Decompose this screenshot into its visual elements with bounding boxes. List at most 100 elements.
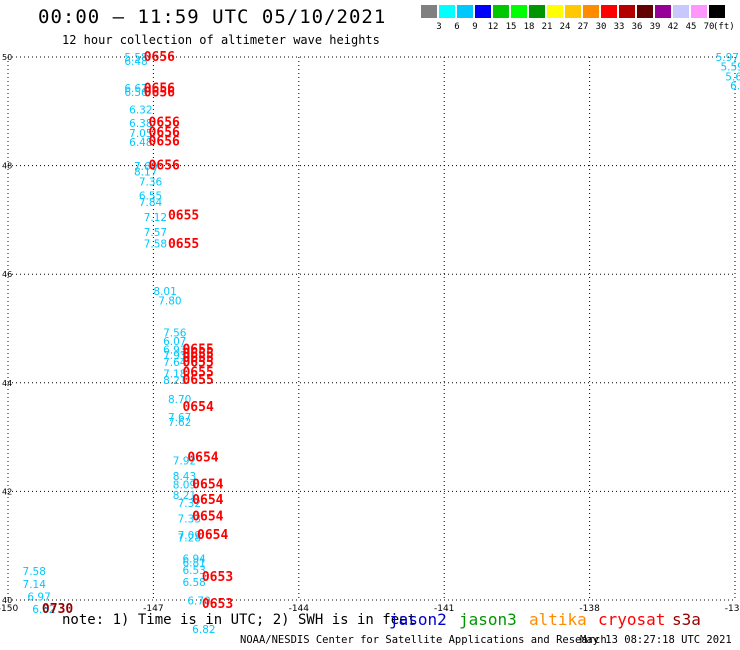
swh-label: 6.55 (139, 190, 162, 202)
chart-title: 00:00 – 11:59 UTC 05/10/2021 (38, 6, 387, 28)
swh-label: 6.07 (163, 336, 186, 348)
color-swatch (529, 5, 545, 18)
color-scale-label: 21 (541, 22, 553, 32)
time-label: 0656 (149, 135, 180, 150)
color-scale-label: 18 (523, 22, 535, 32)
y-tick-label: 42 (2, 487, 12, 496)
time-label: 0656 (144, 81, 175, 96)
swh-label: 7.58 (144, 239, 167, 251)
color-swatch (619, 5, 635, 18)
color-scale-label: 70 (703, 22, 715, 32)
color-swatch (673, 5, 689, 18)
color-scale-label: 27 (577, 22, 589, 32)
time-label: 0655 (182, 347, 213, 362)
color-swatch (583, 5, 599, 18)
swh-label: 6.32 (129, 104, 152, 116)
swh-label: 7.36 (139, 177, 163, 189)
swh-label: 6.94 (182, 554, 206, 566)
color-swatch (601, 5, 617, 18)
time-label: 0656 (149, 116, 180, 131)
time-label: 0730 (42, 602, 73, 617)
time-label: 0654 (192, 493, 223, 508)
swh-label: 6.67 (124, 83, 147, 95)
time-label: 0655 (182, 351, 213, 366)
swh-label: 7.56 (163, 328, 187, 340)
time-label: 0655 (168, 237, 199, 252)
time-label: 0653 (202, 597, 233, 612)
mission-label-cryosat: cryosat (598, 610, 666, 629)
swh-label: 6.3 (730, 81, 740, 93)
color-swatch (457, 5, 473, 18)
swh-label: 7.18 (163, 368, 186, 380)
swh-label: 7.93 (163, 350, 186, 362)
credit-text: NOAA/NESDIS Center for Satellite Applica… (240, 634, 607, 646)
swh-label: 6.58 (182, 577, 205, 589)
color-scale-label: 6 (454, 22, 460, 32)
color-swatch (691, 5, 707, 18)
color-swatch (709, 5, 725, 18)
swh-label: 7.92 (173, 455, 196, 467)
x-tick-label: -144 (289, 604, 310, 614)
swh-label: 5.58 (124, 52, 147, 64)
time-label: 0655 (182, 342, 213, 357)
swh-label: 8.01 (153, 286, 176, 298)
x-tick-label: -147 (143, 604, 163, 614)
color-scale-label: 24 (559, 22, 571, 32)
mission-label-altika: altika (529, 610, 587, 629)
swh-label: 6.70 (187, 595, 210, 607)
time-label: 0653 (202, 570, 233, 585)
swh-label: 6.82 (192, 624, 215, 636)
time-label: 0654 (182, 400, 213, 415)
time-label: 0654 (197, 528, 228, 543)
color-scale-label: 9 (472, 22, 478, 32)
mission-label-jason3: jason3 (459, 610, 517, 629)
color-scale-label: 12 (487, 22, 499, 32)
swh-label: 8.21 (163, 375, 186, 387)
color-scale-label: 42 (667, 22, 679, 32)
swh-label: 7.09 (178, 530, 201, 542)
swh-label: 8.09 (173, 480, 196, 492)
color-swatch (493, 5, 509, 18)
color-swatch (511, 5, 527, 18)
y-tick-label: 40 (2, 596, 12, 605)
swh-label: 7.05 (129, 128, 152, 140)
color-scale-label: 36 (631, 22, 643, 32)
swh-label: 8.21 (173, 490, 196, 502)
swh-label: 7.80 (158, 296, 181, 308)
swh-label: 8.43 (173, 471, 196, 483)
swh-label: 7.32 (178, 498, 201, 510)
x-tick-label: -150 (0, 604, 18, 614)
swh-label: 6.81 (182, 557, 205, 569)
time-label: 0655 (182, 356, 213, 371)
swh-label: 5.97 (716, 52, 739, 64)
color-scale-label: 15 (505, 22, 517, 32)
swh-label: 8.17 (134, 166, 157, 178)
swh-label: 7.67 (168, 412, 191, 424)
swh-label: 6.97 (27, 592, 50, 604)
x-tick-label: -141 (434, 604, 454, 614)
swh-label: 7.58 (23, 566, 46, 578)
swh-label: 5.59 (720, 62, 740, 74)
mission-label-s3a: s3a (672, 610, 701, 629)
swh-label: 6.53 (182, 565, 205, 577)
time-label: 0654 (192, 478, 223, 493)
y-tick-label: 48 (2, 162, 12, 171)
y-tick-label: 50 (2, 53, 12, 62)
time-label: 0656 (144, 50, 175, 65)
swh-label: 7.84 (139, 197, 163, 209)
swh-label: 8.70 (168, 394, 191, 406)
time-label: 0655 (182, 373, 213, 388)
color-scale-label: 30 (595, 22, 607, 32)
color-swatch (637, 5, 653, 18)
swh-label: 6.56 (124, 87, 148, 99)
footer-note: note: 1) Time is in UTC; 2) SWH is in fe… (62, 612, 417, 628)
swh-label: 6.48 (129, 137, 152, 149)
x-tick-label: -138 (579, 604, 600, 614)
swh-label: 7.60 (134, 161, 157, 173)
swh-label: 7.14 (23, 579, 47, 591)
swh-label: 7.64 (163, 357, 187, 369)
y-tick-label: 44 (2, 379, 12, 388)
time-label: 0655 (168, 208, 199, 223)
swh-label: 7.28 (178, 532, 201, 544)
swh-label: 7.33 (178, 513, 201, 525)
